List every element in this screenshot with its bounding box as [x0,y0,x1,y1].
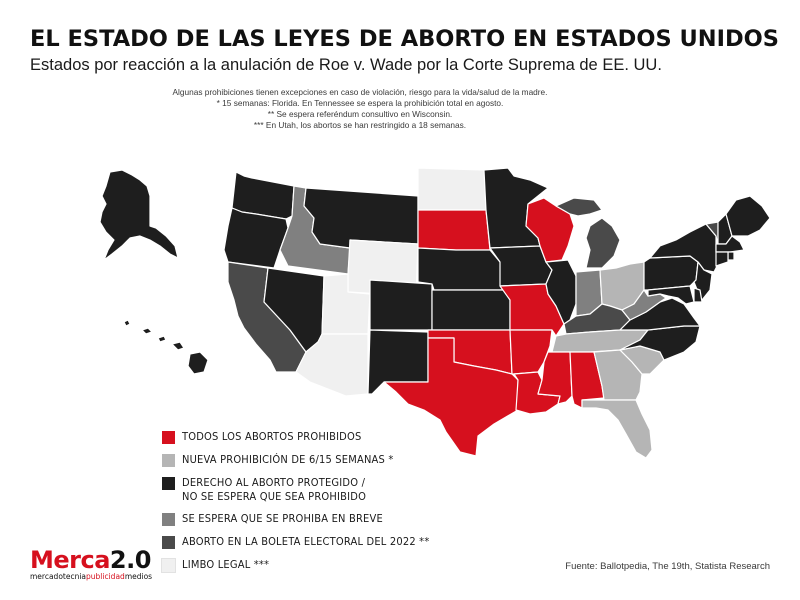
state-AK[interactable] [99,169,179,261]
logo-brand-main: Merca [30,546,110,574]
chart-title: EL ESTADO DE LAS LEYES DE ABORTO EN ESTA… [30,26,779,52]
state-AZ[interactable] [295,333,369,397]
logo-tag-a: mercadotecnia [30,572,87,581]
legend-label-protegido: DERECHO AL ABORTO PROTEGIDO / NO SE ESPE… [182,476,367,503]
state-CO[interactable] [369,279,433,331]
note-exceptions: Algunas prohibiciones tienen excepciones… [172,87,548,97]
legend-swatch-protegido [162,477,175,490]
note-wisconsin: ** Se espera referéndum consultivo en Wi… [267,109,453,119]
logo-tag-b: publicidad [86,572,125,581]
state-RI[interactable] [727,251,735,261]
logo-tagline: mercadotecniapublicidadmedios [30,572,152,581]
note-utah: *** En Utah, los abortos se han restring… [253,120,467,130]
state-DE[interactable] [693,287,703,303]
state-AR[interactable] [509,329,553,375]
legend-swatch-boleta [162,536,175,549]
state-WV[interactable] [621,289,667,321]
legend-swatch-prohibido [162,431,175,444]
state-MT[interactable] [303,187,419,249]
legend-label-boleta: ABORTO EN LA BOLETA ELECTORAL DEL 2022 *… [182,535,430,548]
state-ND[interactable] [417,167,487,211]
state-ME[interactable] [725,195,771,237]
state-NE[interactable] [417,247,505,291]
legend-swatch-limbo [161,558,176,573]
logo-brand-version: 2.0 [109,546,152,574]
state-CT[interactable] [715,251,729,267]
legend-label-breve: SE ESPERA QUE SE PROHIBA EN BREVE [182,512,383,525]
chart-subtitle: Estados por reacción a la anulación de R… [30,56,662,74]
logo-tag-c: medios [124,572,153,581]
state-WI[interactable] [525,197,575,263]
state-FL[interactable] [581,399,653,459]
legend-swatch-breve [162,513,175,526]
footnotes: Algunas prohibiciones tienen excepciones… [150,87,570,131]
state-PA[interactable] [643,255,699,291]
legend-label-limbo: LIMBO LEGAL *** [182,558,270,571]
logo-wordmark: Merca2.0 [30,548,152,572]
merca20-logo: Merca2.0 mercadotecniapublicidadmedios [30,548,152,581]
state-TX[interactable] [383,337,519,457]
note-15-weeks: * 15 semanas: Florida. En Tennessee se e… [216,98,504,108]
state-MD[interactable] [647,285,695,305]
state-HI[interactable] [123,319,209,375]
legend-label-prohibido: TODOS LOS ABORTOS PROHIBIDOS [182,430,362,443]
legend-swatch-nueva-prohibicion [162,454,175,467]
state-SD[interactable] [417,209,491,251]
state-MI[interactable] [555,197,621,269]
source-credit: Fuente: Ballotpedia, The 19th, Statista … [565,561,770,572]
legend-label-nueva-prohibicion: NUEVA PROHIBICIÓN DE 6/15 SEMANAS * [182,453,394,466]
state-KS[interactable] [431,289,511,331]
